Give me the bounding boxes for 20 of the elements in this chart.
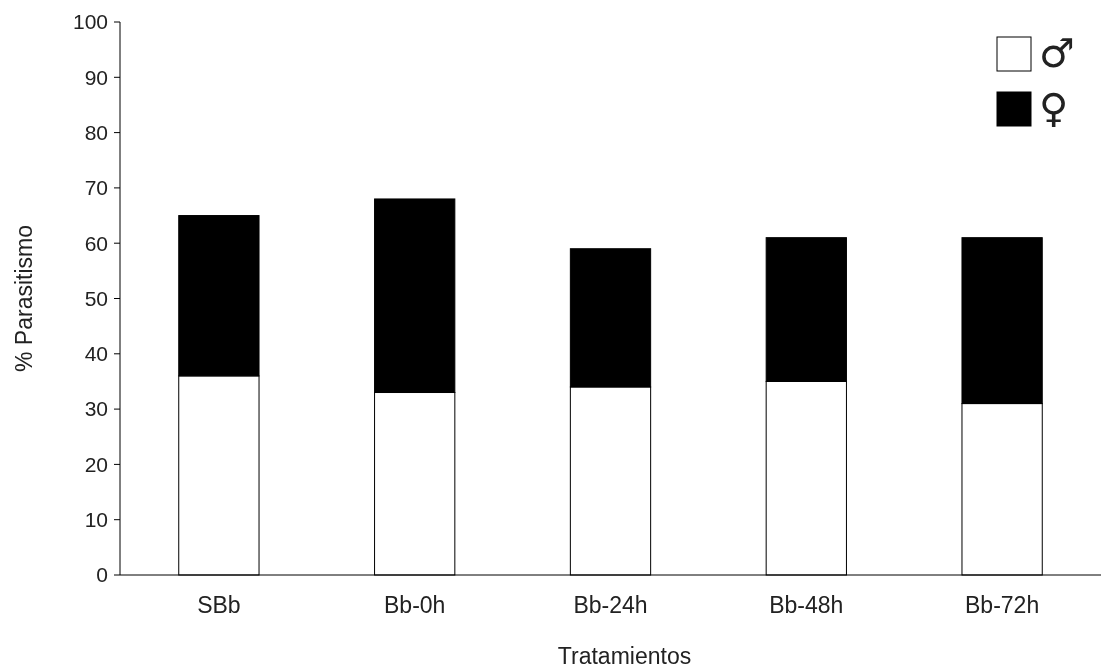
- y-tick-label: 50: [84, 286, 108, 310]
- y-tick-label: 100: [72, 10, 108, 34]
- x-tick-label: Bb-72h: [965, 592, 1040, 618]
- y-tick-label: 10: [84, 508, 108, 532]
- y-tick-label: 40: [84, 342, 108, 366]
- x-tick-label: SBb: [197, 592, 241, 618]
- legend-label: ♂: [1039, 30, 1075, 76]
- y-axis-title: % Parasitismo: [11, 225, 37, 372]
- y-tick-label: 60: [84, 231, 108, 255]
- x-axis-title: Tratamientos: [557, 643, 692, 669]
- y-tick-label: 0: [96, 563, 108, 587]
- x-tick-label: Bb-48h: [769, 592, 844, 618]
- y-tick-label: 90: [84, 65, 108, 89]
- y-tick-label: 70: [84, 176, 108, 200]
- y-tick-label: 20: [84, 452, 108, 476]
- legend-label: ♀: [1039, 85, 1069, 131]
- x-tick-label: Bb-24h: [573, 592, 648, 618]
- y-tick-label: 30: [84, 397, 108, 421]
- x-tick-label: Bb-0h: [384, 592, 446, 618]
- y-tick-label: 80: [84, 120, 108, 144]
